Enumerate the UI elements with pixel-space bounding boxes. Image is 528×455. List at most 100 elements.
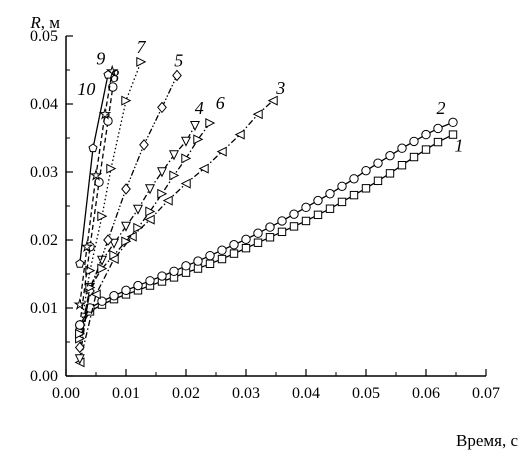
data-point [361, 184, 371, 193]
series-4 [74, 121, 201, 365]
x-tick-label: 0.07 [472, 385, 500, 402]
data-point [133, 222, 144, 233]
data-point [180, 136, 192, 147]
data-point [193, 134, 204, 145]
data-point [97, 211, 108, 222]
y-tick-label: 0.02 [30, 232, 58, 249]
data-point [121, 95, 132, 106]
series-2 [75, 117, 458, 330]
x-tick-label: 0.01 [112, 385, 140, 402]
series-layer [73, 56, 458, 368]
y-tick-label: 0.04 [30, 96, 58, 113]
data-point [433, 137, 443, 147]
data-point [421, 145, 431, 154]
series-label: 10 [77, 79, 95, 99]
data-point [253, 238, 263, 247]
data-point [289, 209, 299, 219]
data-point [421, 129, 431, 140]
data-point [121, 285, 131, 296]
data-point [301, 202, 311, 213]
data-point [313, 210, 323, 220]
data-point [121, 183, 131, 195]
data-point [448, 117, 458, 128]
series-label: 8 [110, 66, 119, 86]
data-point [108, 82, 118, 92]
data-point [85, 265, 96, 276]
series-3 [74, 95, 278, 368]
data-point [385, 169, 395, 178]
x-tick-label: 0.04 [292, 385, 320, 402]
data-point [169, 266, 179, 276]
data-point [205, 250, 215, 261]
data-point [267, 95, 278, 106]
data-point [156, 167, 168, 178]
data-point [88, 143, 98, 153]
data-point [252, 109, 263, 120]
data-point [74, 354, 85, 365]
data-point [181, 153, 192, 164]
data-point [169, 170, 180, 181]
data-point [109, 291, 119, 301]
data-point [73, 297, 87, 310]
data-point [75, 328, 86, 339]
data-point [193, 256, 203, 266]
x-axis-ticks: 0.00 0.01 0.02 0.03 0.04 0.05 0.06 0.07 [52, 369, 500, 402]
data-point [133, 280, 143, 291]
data-point [90, 289, 101, 300]
data-point [75, 320, 85, 330]
data-point [106, 163, 117, 174]
data-point [361, 165, 371, 176]
data-point [409, 136, 419, 147]
data-point [97, 263, 108, 274]
data-point [277, 227, 287, 237]
data-point [433, 123, 443, 134]
data-point [97, 296, 107, 306]
data-point [75, 258, 85, 268]
series-line [79, 121, 454, 326]
data-point [198, 163, 209, 174]
x-tick-label: 0.06 [412, 385, 440, 402]
data-point [448, 130, 458, 139]
data-point [180, 178, 191, 189]
y-tick-label: 0.05 [30, 28, 58, 45]
data-point [157, 188, 168, 199]
data-point [216, 146, 227, 157]
data-point [181, 261, 191, 271]
data-point [144, 184, 156, 195]
x-tick-label: 0.03 [232, 385, 260, 402]
y-tick-label: 0.01 [30, 300, 58, 317]
data-point [120, 221, 132, 232]
series-line [79, 74, 109, 264]
y-tick-label: 0.03 [30, 164, 58, 181]
y-axis-title: R, м [29, 13, 60, 32]
data-point [337, 197, 347, 207]
data-point [277, 216, 287, 226]
data-point [234, 129, 245, 140]
data-point [103, 69, 113, 79]
x-axis-title: Время, с [456, 431, 518, 450]
series-label: 3 [275, 78, 285, 98]
x-tick-label: 0.05 [352, 385, 380, 402]
data-point [89, 168, 103, 181]
data-point [98, 107, 112, 120]
data-point [172, 69, 182, 82]
y-axis-ticks: 0.00 0.01 0.02 0.03 0.04 0.05 [30, 28, 73, 385]
data-point [145, 206, 156, 217]
data-point [205, 259, 215, 269]
series-label: 4 [195, 98, 204, 118]
data-point [132, 204, 144, 215]
data-point [74, 341, 85, 354]
y-tick-label: 0.00 [30, 368, 58, 385]
data-point [325, 189, 335, 199]
series-line [79, 100, 274, 363]
data-point [168, 150, 180, 161]
data-point [265, 233, 275, 242]
data-point [349, 190, 359, 200]
data-point [313, 195, 323, 206]
data-point [349, 174, 359, 184]
data-point [103, 234, 113, 246]
data-point [265, 222, 275, 232]
data-point [109, 249, 120, 260]
data-point [253, 228, 263, 238]
